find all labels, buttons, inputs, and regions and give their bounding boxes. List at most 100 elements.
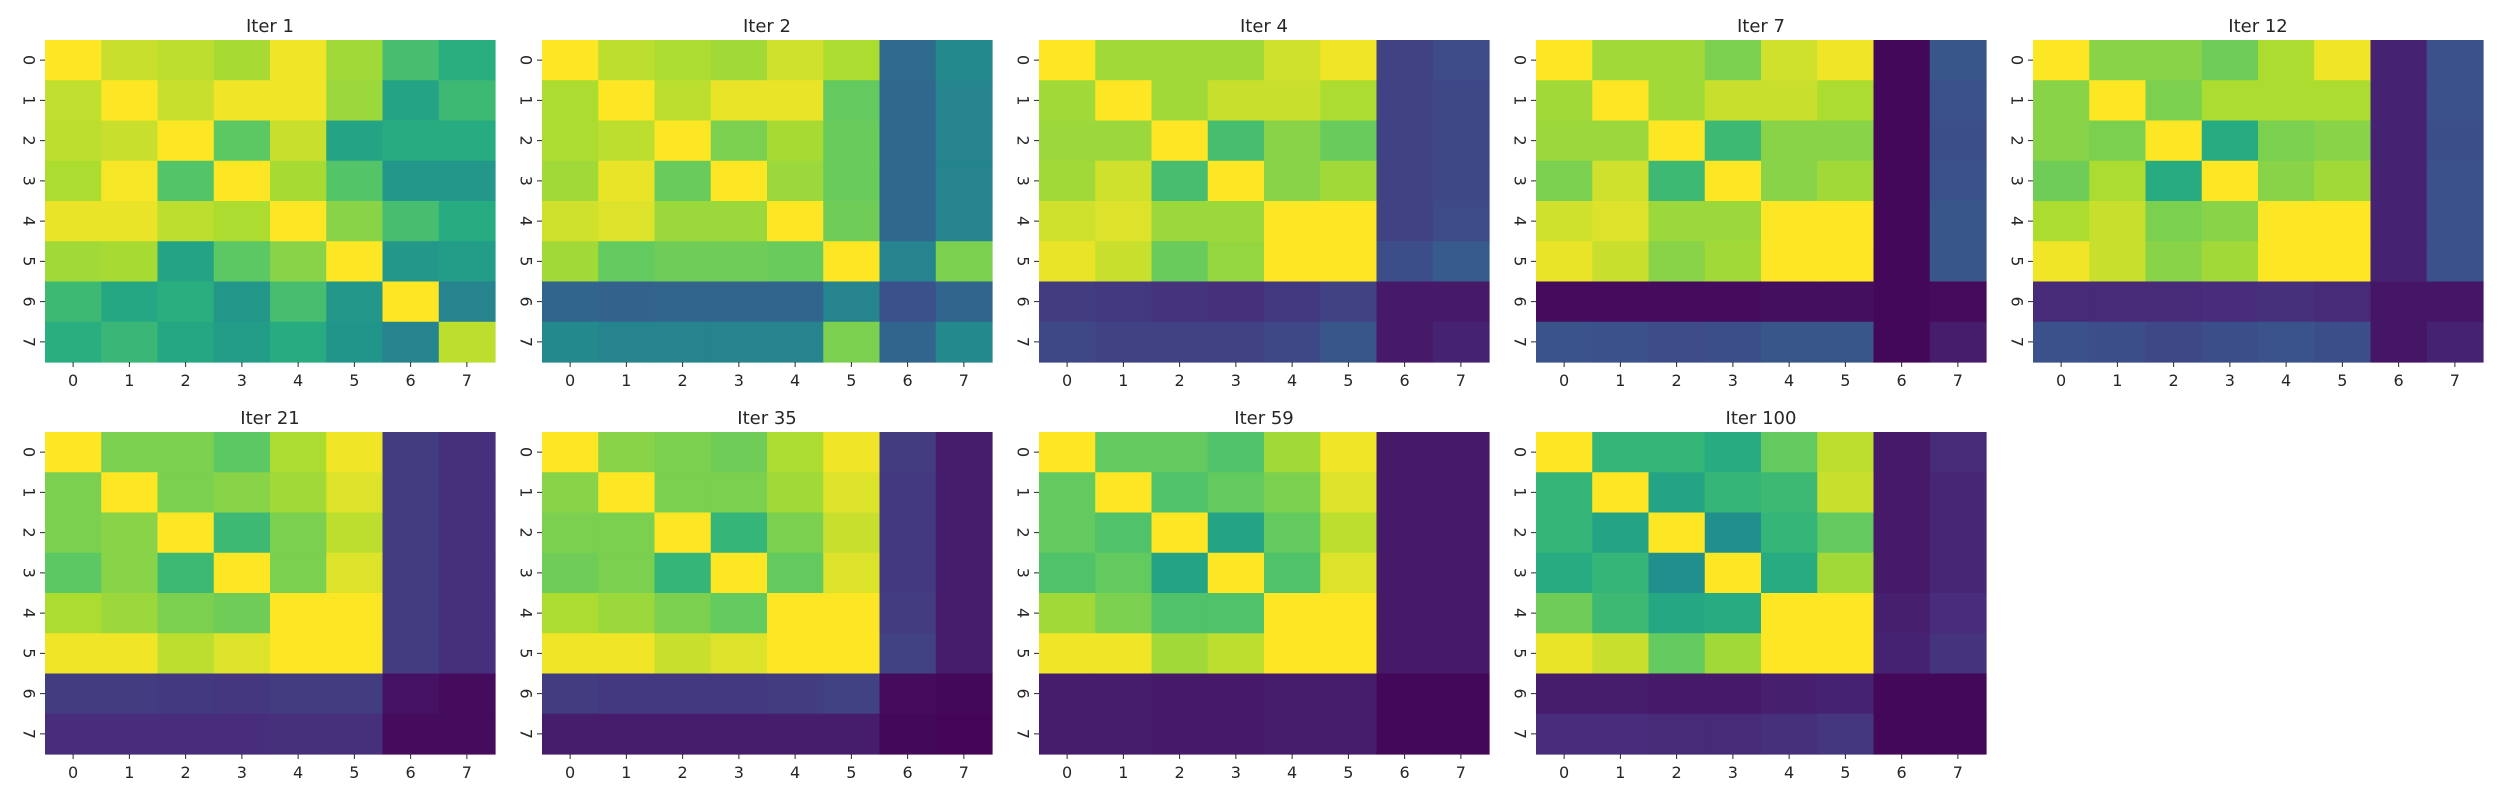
- heatmap-cell: [382, 673, 440, 715]
- heatmap-cell: [823, 120, 881, 162]
- heatmap-cell: [1207, 321, 1265, 363]
- heatmap-cell: [1207, 472, 1265, 514]
- heatmap-cell: [2426, 281, 2484, 323]
- x-tick-label: 3: [734, 371, 744, 390]
- heatmap-cell: [542, 321, 599, 363]
- heatmap-cell: [598, 281, 656, 323]
- heatmap-cell: [1592, 512, 1650, 554]
- heatmap-cell: [2258, 241, 2315, 283]
- panel-title: Iter 2: [743, 16, 791, 37]
- x-tick-label: 0: [565, 371, 575, 390]
- heatmap-cell: [1704, 472, 1762, 514]
- heatmap-cell: [1039, 80, 1096, 122]
- x-tick-label: 3: [734, 763, 744, 782]
- heatmap-cell: [767, 321, 824, 363]
- x-tick-label: 7: [462, 371, 472, 390]
- y-tick-label: 4: [1014, 608, 1033, 618]
- heatmap-cell: [710, 633, 768, 675]
- heatmap-cell: [935, 552, 993, 594]
- heatmap-cell: [45, 633, 102, 675]
- heatmap-cell: [45, 512, 102, 554]
- heatmap-cell: [1648, 241, 1706, 283]
- heatmap-cell: [1432, 432, 1490, 473]
- heatmap-cell: [2201, 201, 2259, 242]
- heatmap-cell: [326, 552, 384, 594]
- heatmap-cell: [1873, 593, 1931, 634]
- x-tick-label: 6: [406, 371, 416, 390]
- heatmap-cell: [1207, 633, 1265, 675]
- heatmap-cell: [1432, 593, 1490, 634]
- y-tick-label: 7: [517, 729, 536, 739]
- heatmap-cell: [101, 713, 159, 755]
- heatmap-cell: [598, 472, 656, 514]
- x-tick-label: 6: [903, 763, 913, 782]
- heatmap-cell: [213, 432, 271, 473]
- heatmap-cell: [1095, 593, 1153, 634]
- heatmap-cell: [1320, 673, 1378, 715]
- panel-title: Iter 4: [1240, 16, 1288, 37]
- x-tick-label: 5: [1840, 763, 1850, 782]
- heatmap-cell: [2426, 241, 2484, 283]
- heatmap-cell: [935, 633, 993, 675]
- heatmap-cell: [213, 472, 271, 514]
- heatmap-cell: [270, 281, 327, 323]
- heatmap-cell: [710, 120, 768, 162]
- panel-title: Iter 100: [1726, 408, 1797, 429]
- heatmap-cell: [598, 40, 656, 81]
- heatmap-cell: [935, 472, 993, 514]
- x-tick-label: 1: [1615, 371, 1625, 390]
- heatmap-cell: [1592, 472, 1650, 514]
- heatmap-cell: [1151, 552, 1209, 594]
- heatmap-cell: [1817, 432, 1875, 473]
- heatmap-cell: [710, 321, 768, 363]
- heatmap-cell: [1320, 80, 1378, 122]
- heatmap-cell: [1592, 120, 1650, 162]
- heatmap-cell: [1929, 120, 1987, 162]
- heatmap-cell: [2145, 80, 2203, 122]
- heatmap-cell: [1873, 201, 1931, 242]
- heatmap-cell: [438, 673, 496, 715]
- heatmap-cell: [438, 432, 496, 473]
- heatmap-cell: [823, 512, 881, 554]
- heatmap-cell: [2314, 40, 2372, 81]
- heatmap-cell: [1039, 512, 1096, 554]
- heatmap-cell: [1536, 281, 1593, 323]
- heatmap-cell: [1648, 432, 1706, 473]
- heatmap-cell: [767, 241, 824, 283]
- heatmap-cell: [1761, 321, 1818, 363]
- heatmap-cell: [1704, 201, 1762, 242]
- heatmap-cell: [1536, 80, 1593, 122]
- heatmap-cell: [598, 201, 656, 242]
- heatmap-cell: [101, 432, 159, 473]
- heatmap-cell: [2089, 80, 2147, 122]
- x-tick-label: 7: [1456, 763, 1466, 782]
- heatmap-cell: [1320, 552, 1378, 594]
- y-tick-label: 7: [1511, 729, 1530, 739]
- heatmap-cell: [767, 713, 824, 755]
- heatmap-cell: [270, 552, 327, 594]
- heatmap-cell: [1817, 633, 1875, 675]
- heatmap-cell: [2201, 281, 2259, 323]
- heatmap-cell: [1039, 40, 1096, 81]
- y-tick-label: 4: [517, 608, 536, 618]
- x-tick-label: 5: [1343, 763, 1353, 782]
- heatmap-cell: [1151, 321, 1209, 363]
- x-tick-label: 0: [2056, 371, 2066, 390]
- heatmap-cell: [1095, 80, 1153, 122]
- heatmap-cell: [2145, 40, 2203, 81]
- heatmap-cell: [1376, 201, 1434, 242]
- heatmap-cell: [2145, 281, 2203, 323]
- heatmap-cell: [2033, 40, 2090, 81]
- x-tick-label: 3: [237, 763, 247, 782]
- heatmap-cell: [382, 241, 440, 283]
- heatmap-cell: [1095, 120, 1153, 162]
- heatmap-cell: [598, 241, 656, 283]
- heatmap-cell: [157, 281, 215, 323]
- y-tick-label: 6: [517, 689, 536, 699]
- heatmap-cell: [654, 593, 712, 634]
- heatmap-cell: [710, 241, 768, 283]
- heatmap-cell: [1264, 472, 1321, 514]
- heatmap-cell: [1432, 321, 1490, 363]
- heatmap-cell: [2370, 321, 2428, 363]
- x-tick-label: 7: [959, 763, 969, 782]
